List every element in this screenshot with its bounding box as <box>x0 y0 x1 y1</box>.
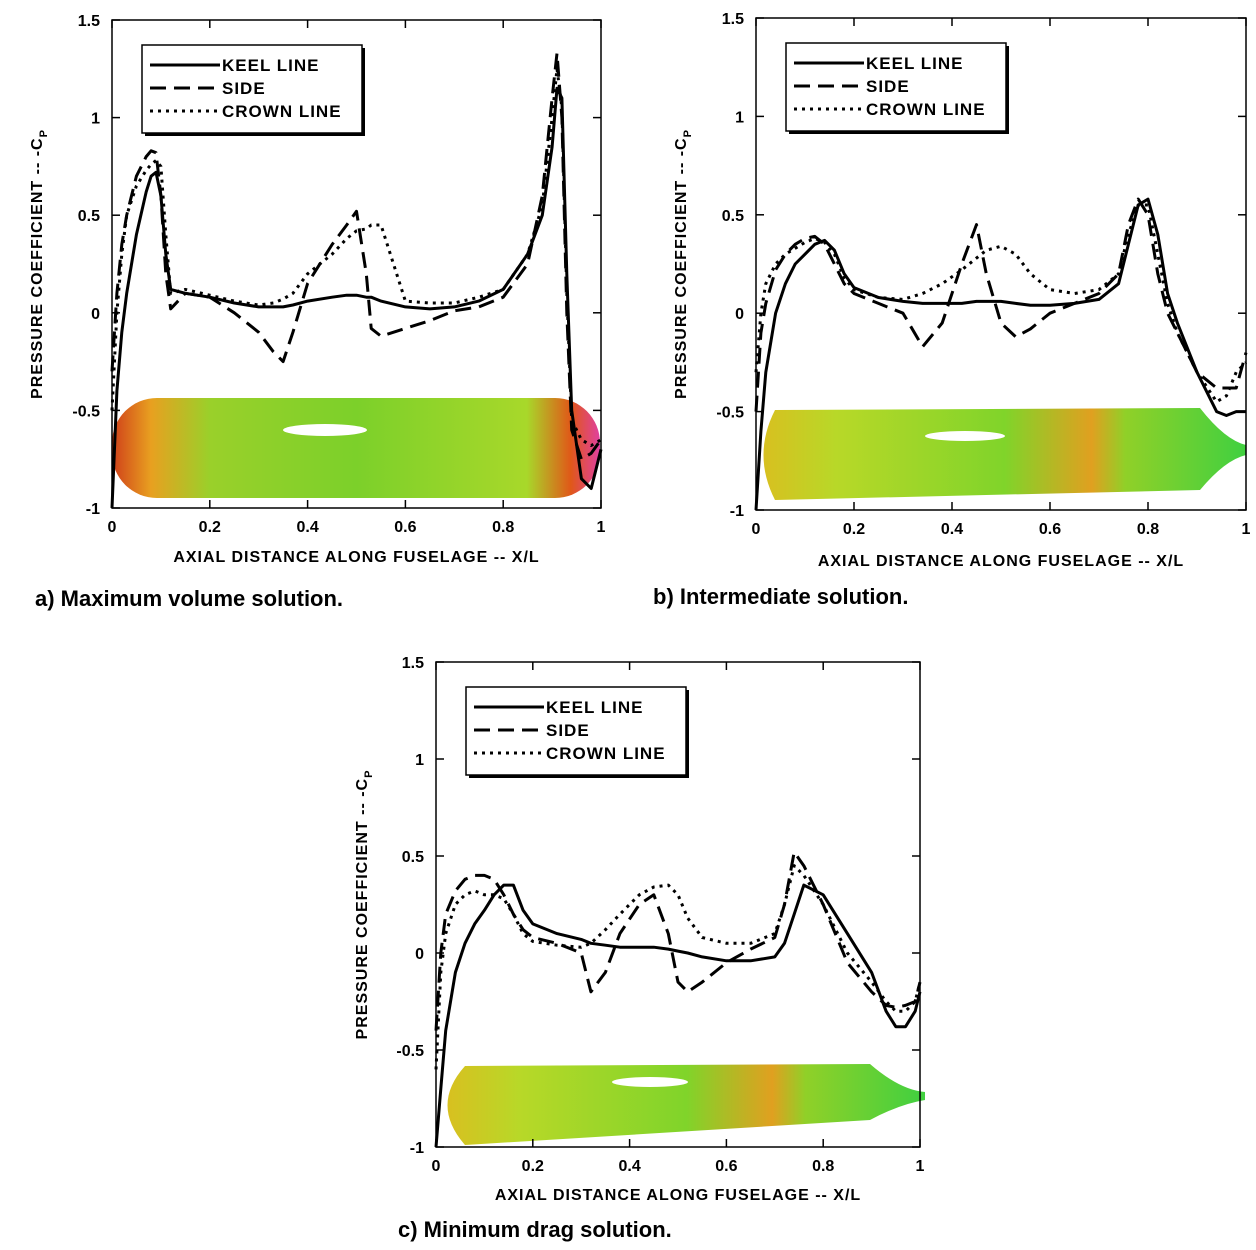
y-tick-label: 1.5 <box>78 13 100 30</box>
y-axis-label-sub: P <box>363 770 375 778</box>
x-tick-label: 0.4 <box>941 521 963 538</box>
x-tick-label: 0 <box>108 519 117 536</box>
legend-label: KEEL LINE <box>866 54 963 73</box>
legend-label: SIDE <box>222 79 266 98</box>
legend-label: KEEL LINE <box>222 56 319 75</box>
x-tick-label: 0.2 <box>522 1158 544 1175</box>
fuselage-body <box>112 398 600 498</box>
series-line <box>754 203 1248 404</box>
y-tick-label: 1 <box>415 752 424 769</box>
plot-frame <box>435 661 921 1148</box>
x-tick-label: 0.6 <box>1039 521 1061 538</box>
y-tick-label: -0.5 <box>72 403 100 420</box>
x-tick-label: 0 <box>752 521 761 538</box>
y-tick-label: 0 <box>415 946 424 963</box>
x-tick-label: 0.2 <box>843 521 865 538</box>
y-tick-label: 0.5 <box>402 849 424 866</box>
caption: c) Minimum drag solution. <box>398 1217 672 1242</box>
y-axis-label-main: PRESSURE COEFFICIENT -- -C <box>673 137 690 399</box>
fuselage-body <box>447 1064 925 1145</box>
series-line <box>434 883 922 1148</box>
y-axis-label: PRESSURE COEFFICIENT -- -CP <box>354 770 375 1040</box>
y-tick-label: -0.5 <box>716 405 744 422</box>
fuselage-b <box>763 408 1246 500</box>
plot-frame <box>111 19 602 509</box>
x-axis-label: AXIAL DISTANCE ALONG FUSELAGE -- X/L <box>818 553 1184 570</box>
series-line <box>110 86 603 509</box>
subplot: 0 0.2 0.4 0.6 0.8 1 -1 -0.5 0 0.5 1 1.5 AXIAL DISTAN… <box>354 655 925 1242</box>
legend-shadow <box>145 133 365 136</box>
y-axis-label: PRESSURE COEFFICIENT -- -CP <box>29 129 50 399</box>
y-tick-label: 0 <box>91 306 100 323</box>
x-axis-label: AXIAL DISTANCE ALONG FUSELAGE -- X/L <box>173 549 539 566</box>
x-axis-label: AXIAL DISTANCE ALONG FUSELAGE -- X/L <box>495 1187 861 1204</box>
y-axis-label-sub: P <box>682 129 694 137</box>
y-tick-label: 1 <box>91 111 100 128</box>
y-axis-label: PRESSURE COEFFICIENT -- -CP <box>673 129 694 399</box>
x-tick-label: 0.8 <box>1137 521 1159 538</box>
legend-shadow <box>1006 46 1009 134</box>
legend: KEEL LINE SIDE CROWN LINE <box>141 44 365 136</box>
y-tick-label: 1 <box>735 109 744 126</box>
x-tick-label: 1 <box>916 1158 925 1175</box>
caption: a) Maximum volume solution. <box>35 586 343 611</box>
legend-shadow <box>686 690 689 778</box>
fuselage-a <box>112 398 600 498</box>
plot-frame <box>755 17 1247 511</box>
series-line <box>434 864 922 1070</box>
fuselage-body <box>763 408 1246 500</box>
x-tick-label: 0.4 <box>618 1158 640 1175</box>
subplot: 0 0.2 0.4 0.6 0.8 1 -1 -0.5 0 0.5 1 1.5 AXIAL DISTAN… <box>29 13 606 611</box>
wing <box>612 1077 688 1087</box>
legend-shadow <box>789 131 1009 134</box>
subplot: 0 0.2 0.4 0.6 0.8 1 -1 -0.5 0 0.5 1 1.5 AXIAL DISTAN… <box>653 11 1251 609</box>
legend-shadow <box>362 48 365 136</box>
x-tick-label: 0.6 <box>715 1158 737 1175</box>
wing <box>925 431 1005 441</box>
y-axis-label-main: PRESSURE COEFFICIENT -- -C <box>354 778 371 1040</box>
y-tick-label: -0.5 <box>396 1043 424 1060</box>
x-tick-label: 0 <box>432 1158 441 1175</box>
caption: b) Intermediate solution. <box>653 584 908 609</box>
legend-label: CROWN LINE <box>866 100 986 119</box>
series-line <box>110 51 603 461</box>
x-tick-label: 0.8 <box>812 1158 834 1175</box>
x-tick-label: 0.8 <box>492 519 514 536</box>
y-tick-label: -1 <box>730 503 744 520</box>
wing <box>283 424 367 436</box>
y-axis-label-main: PRESSURE COEFFICIENT -- -C <box>29 137 46 399</box>
legend-label: SIDE <box>546 721 590 740</box>
y-tick-label: 0.5 <box>78 208 100 225</box>
legend-label: KEEL LINE <box>546 698 643 717</box>
y-tick-label: -1 <box>410 1140 424 1157</box>
series-line <box>754 197 1246 511</box>
x-tick-label: 0.6 <box>394 519 416 536</box>
fuselage-c <box>447 1064 925 1145</box>
legend: KEEL LINE SIDE CROWN LINE <box>785 42 1009 134</box>
legend-shadow <box>469 775 689 778</box>
series-line <box>434 850 922 1031</box>
x-tick-label: 0.4 <box>296 519 318 536</box>
y-tick-label: 0 <box>735 306 744 323</box>
y-tick-label: 1.5 <box>402 655 424 672</box>
y-tick-label: -1 <box>86 501 100 518</box>
legend-label: CROWN LINE <box>222 102 342 121</box>
y-tick-label: 0.5 <box>722 208 744 225</box>
y-axis-label-sub: P <box>38 129 50 137</box>
legend: KEEL LINE SIDE CROWN LINE <box>465 686 689 778</box>
y-tick-label: 1.5 <box>722 11 744 28</box>
x-tick-label: 0.2 <box>199 519 221 536</box>
legend-label: CROWN LINE <box>546 744 666 763</box>
x-tick-label: 1 <box>597 519 606 536</box>
x-tick-label: 1 <box>1242 521 1251 538</box>
legend-label: SIDE <box>866 77 910 96</box>
